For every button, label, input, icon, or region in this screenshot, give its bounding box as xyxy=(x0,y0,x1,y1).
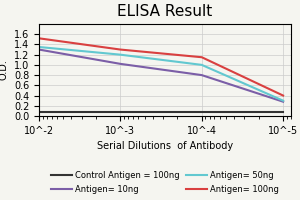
Line: Antigen= 10ng: Antigen= 10ng xyxy=(39,50,283,102)
Line: Antigen= 50ng: Antigen= 50ng xyxy=(39,47,283,101)
Line: Antigen= 100ng: Antigen= 100ng xyxy=(39,38,283,96)
Control Antigen = 100ng xyxy=(118,111,122,113)
Antigen= 10ng xyxy=(118,63,122,65)
Antigen= 50ng xyxy=(118,53,122,56)
Antigen= 50ng xyxy=(37,46,41,48)
Antigen= 50ng xyxy=(200,64,203,66)
Antigen= 100ng xyxy=(200,56,203,58)
Y-axis label: O.D.: O.D. xyxy=(0,60,8,80)
Antigen= 100ng xyxy=(281,94,285,97)
Antigen= 10ng xyxy=(281,100,285,103)
Antigen= 100ng xyxy=(37,37,41,40)
Control Antigen = 100ng xyxy=(200,111,203,113)
Antigen= 100ng xyxy=(118,48,122,51)
Antigen= 10ng xyxy=(200,74,203,76)
X-axis label: Serial Dilutions  of Antibody: Serial Dilutions of Antibody xyxy=(97,141,233,151)
Antigen= 50ng xyxy=(281,99,285,102)
Control Antigen = 100ng xyxy=(281,111,285,113)
Control Antigen = 100ng xyxy=(37,111,41,113)
Antigen= 10ng xyxy=(37,48,41,51)
Legend: Control Antigen = 100ng, Antigen= 10ng, Antigen= 50ng, Antigen= 100ng: Control Antigen = 100ng, Antigen= 10ng, … xyxy=(47,168,283,197)
Title: ELISA Result: ELISA Result xyxy=(117,4,213,19)
